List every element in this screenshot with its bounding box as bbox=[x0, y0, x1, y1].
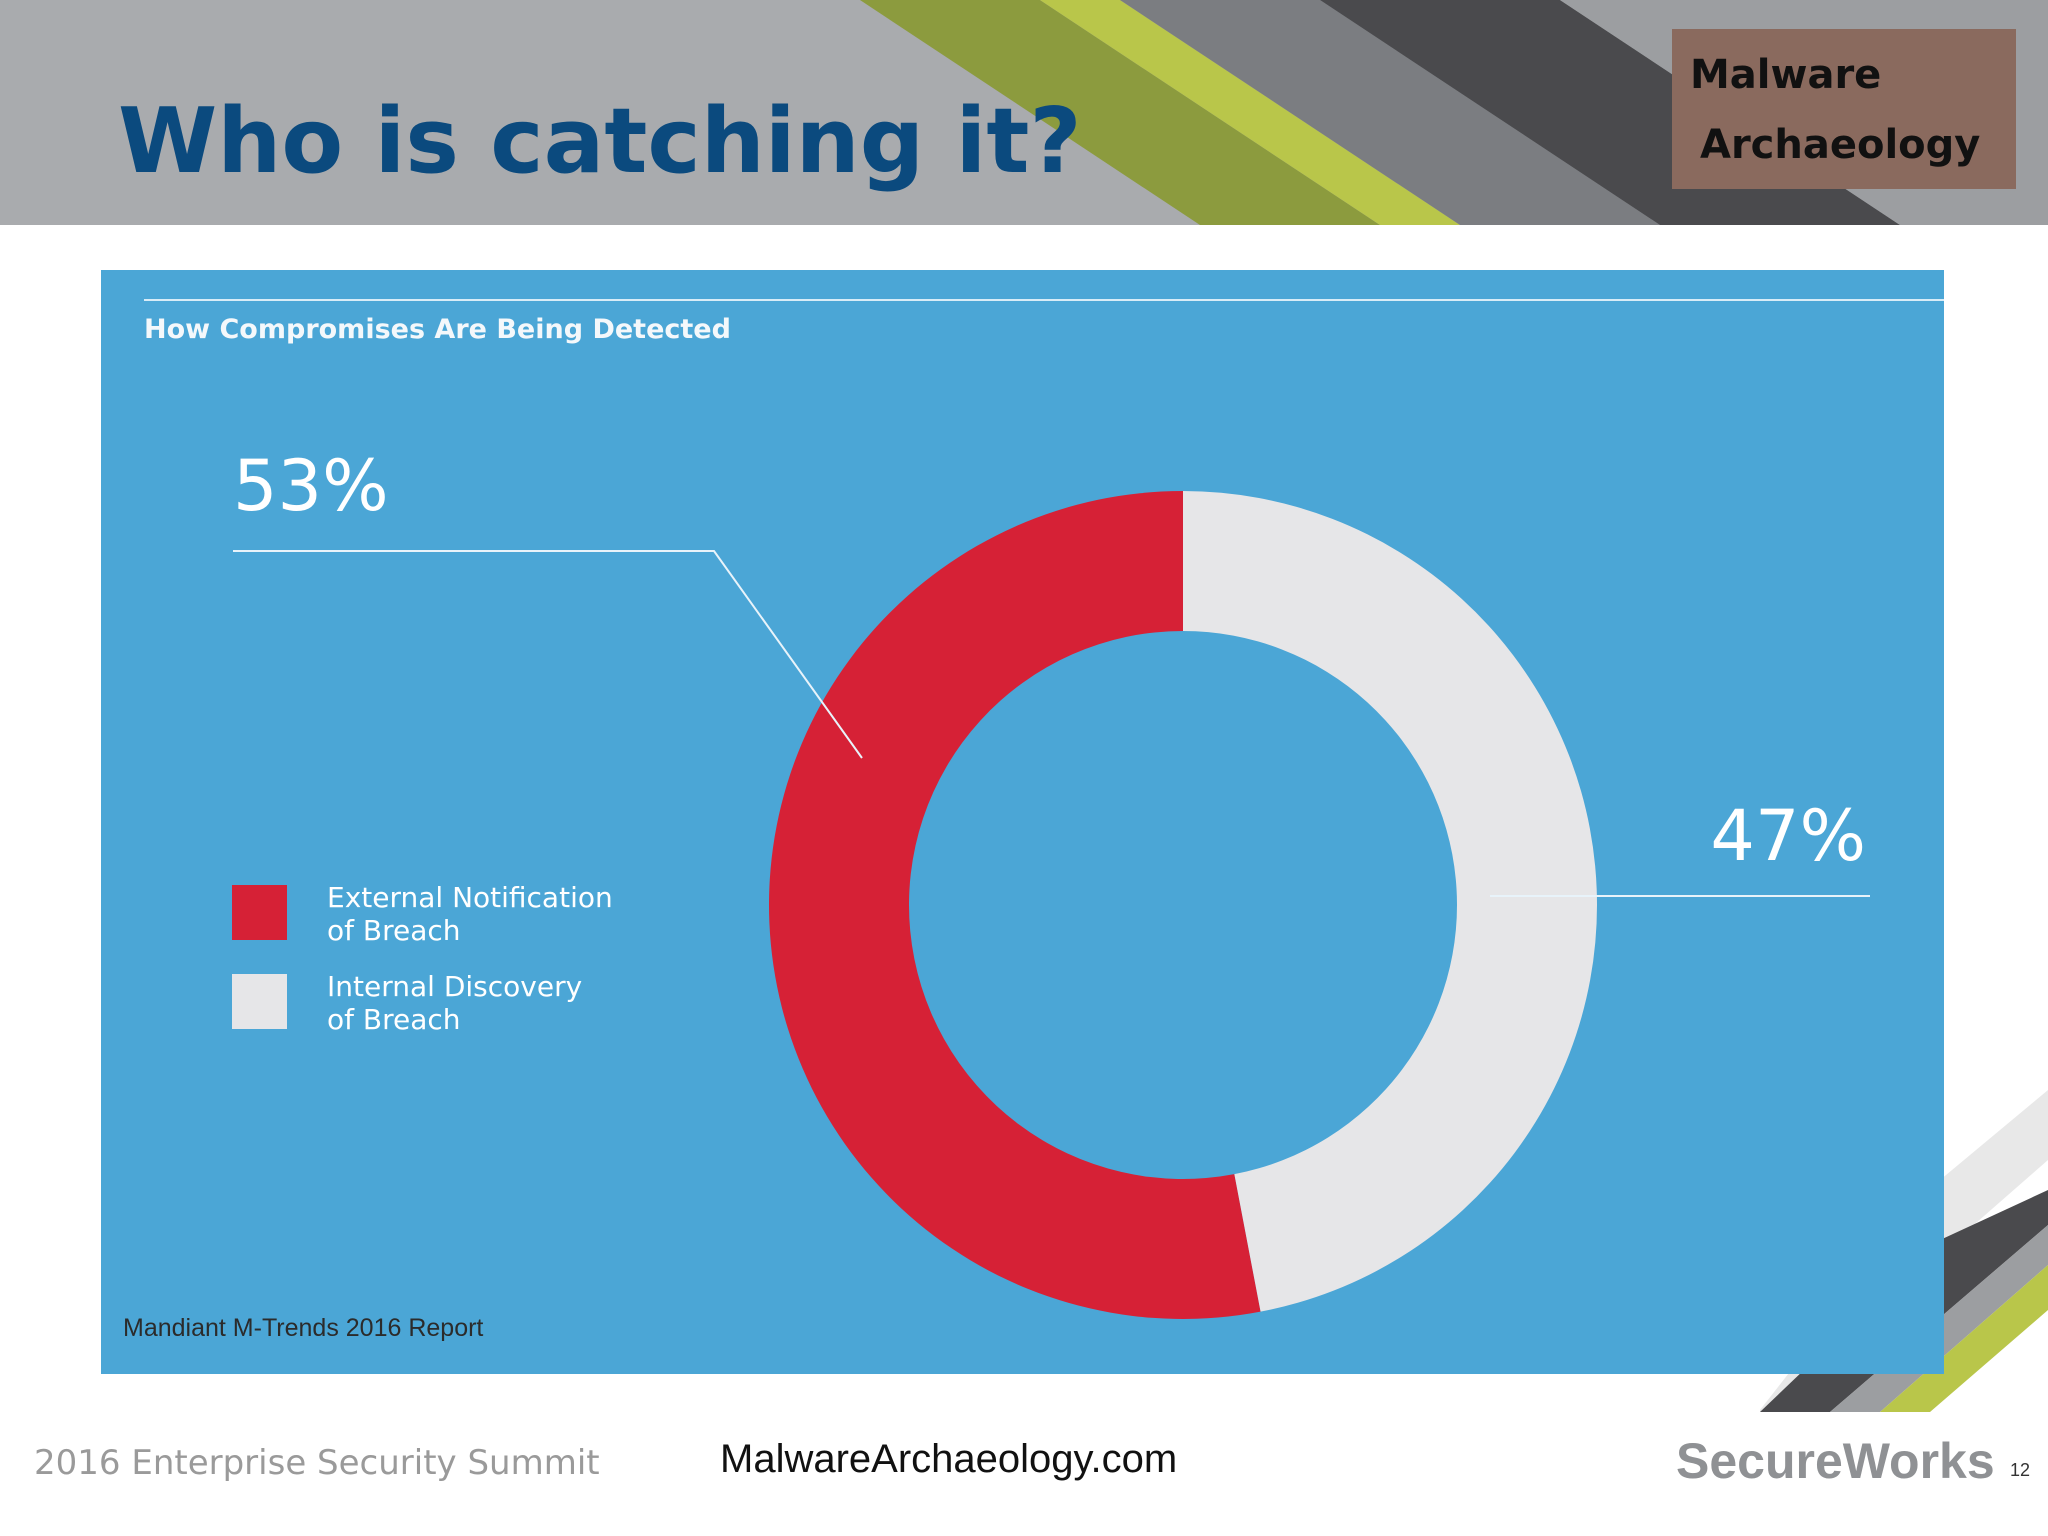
stripe bbox=[1040, 0, 1460, 225]
decor bbox=[1880, 1265, 2048, 1412]
legend-swatch bbox=[232, 974, 287, 1029]
source: Mandiant M-Trends 2016 Report bbox=[123, 1314, 483, 1342]
page-number: 12 bbox=[2010, 1460, 2030, 1480]
logo-text: Archaeology bbox=[1700, 122, 1980, 168]
stripe bbox=[860, 0, 1380, 225]
legend-swatch bbox=[232, 885, 287, 940]
footer-brand: SecureWorks bbox=[1676, 1433, 1995, 1489]
slide-title: Who is catching it? bbox=[118, 89, 1082, 194]
chart-title: How Compromises Are Being Detected bbox=[144, 314, 731, 345]
legend-label: External Notification of Breach bbox=[327, 881, 613, 947]
donut-slice bbox=[768, 491, 1261, 1319]
footer-event: 2016 Enterprise Security Summit bbox=[34, 1443, 600, 1483]
legend-label: Internal Discovery of Breach bbox=[327, 970, 583, 1036]
data-label: 53% bbox=[233, 445, 389, 527]
leader-line bbox=[233, 550, 863, 759]
logo-box bbox=[1672, 29, 2016, 189]
logo-text: Malware bbox=[1690, 52, 1881, 98]
donut-slice bbox=[1183, 491, 1597, 1312]
footer-website: MalwareArchaeology.com bbox=[720, 1437, 1177, 1481]
stripe bbox=[1120, 0, 1660, 225]
data-label: 47% bbox=[1710, 795, 1866, 877]
